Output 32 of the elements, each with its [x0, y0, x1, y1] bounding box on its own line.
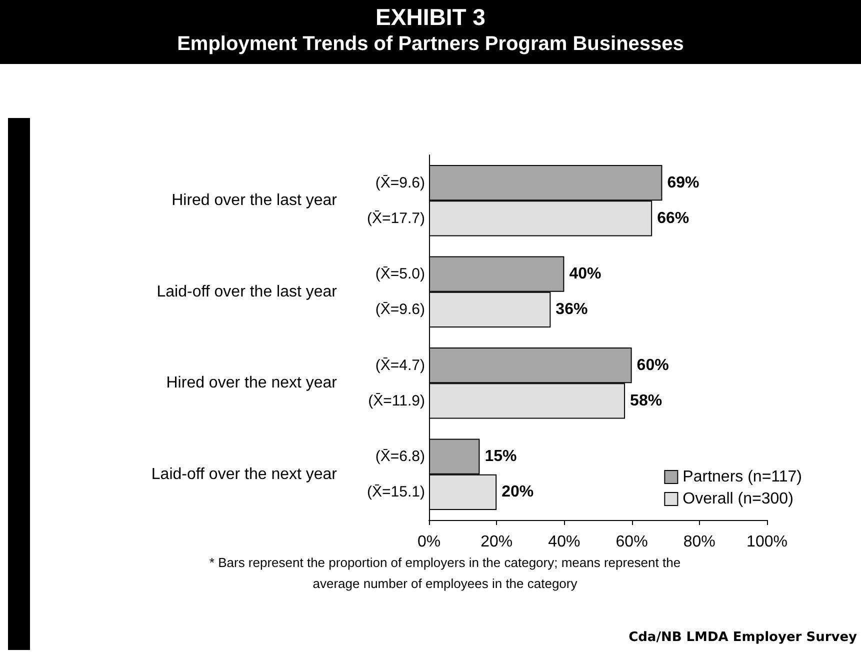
chart-subtitle: Employment Trends of Partners Program Businesses [176, 33, 685, 56]
y-tick-label: Hired over the next year [166, 374, 338, 392]
data-label: 69% [667, 174, 700, 192]
data-label: 58% [630, 392, 662, 410]
text: * Bars represent the proportion of employers in the category; means represent the average number of employees in the category [208, 554, 682, 593]
data-label: 15% [484, 448, 517, 466]
y-tick-label: Laid-off over the last year [156, 283, 338, 300]
x-tick-label: 100% [746, 534, 788, 550]
legend-label: Partners (n=117) [682, 468, 802, 486]
legend-label: Overall (n=300) [682, 490, 794, 508]
text: (X̄=4.7) [375, 356, 425, 374]
y-tick-label: Laid-off over the next year [151, 466, 338, 483]
data-label: 60% [636, 356, 669, 374]
x-tick-label: 40% [548, 534, 580, 550]
data-label: 40% [569, 266, 602, 283]
text: Cda/NB LMDA Employer Survey [628, 630, 857, 645]
text: (X̄=9.6) [375, 174, 425, 192]
text: (X̄=15.1) [367, 484, 425, 501]
text: (X̄=11.9) [368, 392, 425, 410]
text: (X̄=17.7) [367, 210, 425, 227]
x-tick-label: 20% [480, 534, 513, 550]
text: (X̄=5.0) [375, 266, 425, 283]
y-tick-label: Hired over the last year [172, 192, 338, 210]
chart-title: EXHIBIT 3 [374, 4, 486, 31]
data-label: 66% [657, 210, 690, 227]
x-tick-label: 0% [417, 534, 441, 550]
data-label: 36% [556, 301, 588, 318]
x-tick-label: 60% [616, 534, 648, 550]
data-label: 20% [502, 484, 534, 501]
text: (X̄=9.6) [375, 301, 425, 318]
x-tick-label: 80% [683, 534, 716, 550]
text: (X̄=6.8) [375, 448, 425, 466]
